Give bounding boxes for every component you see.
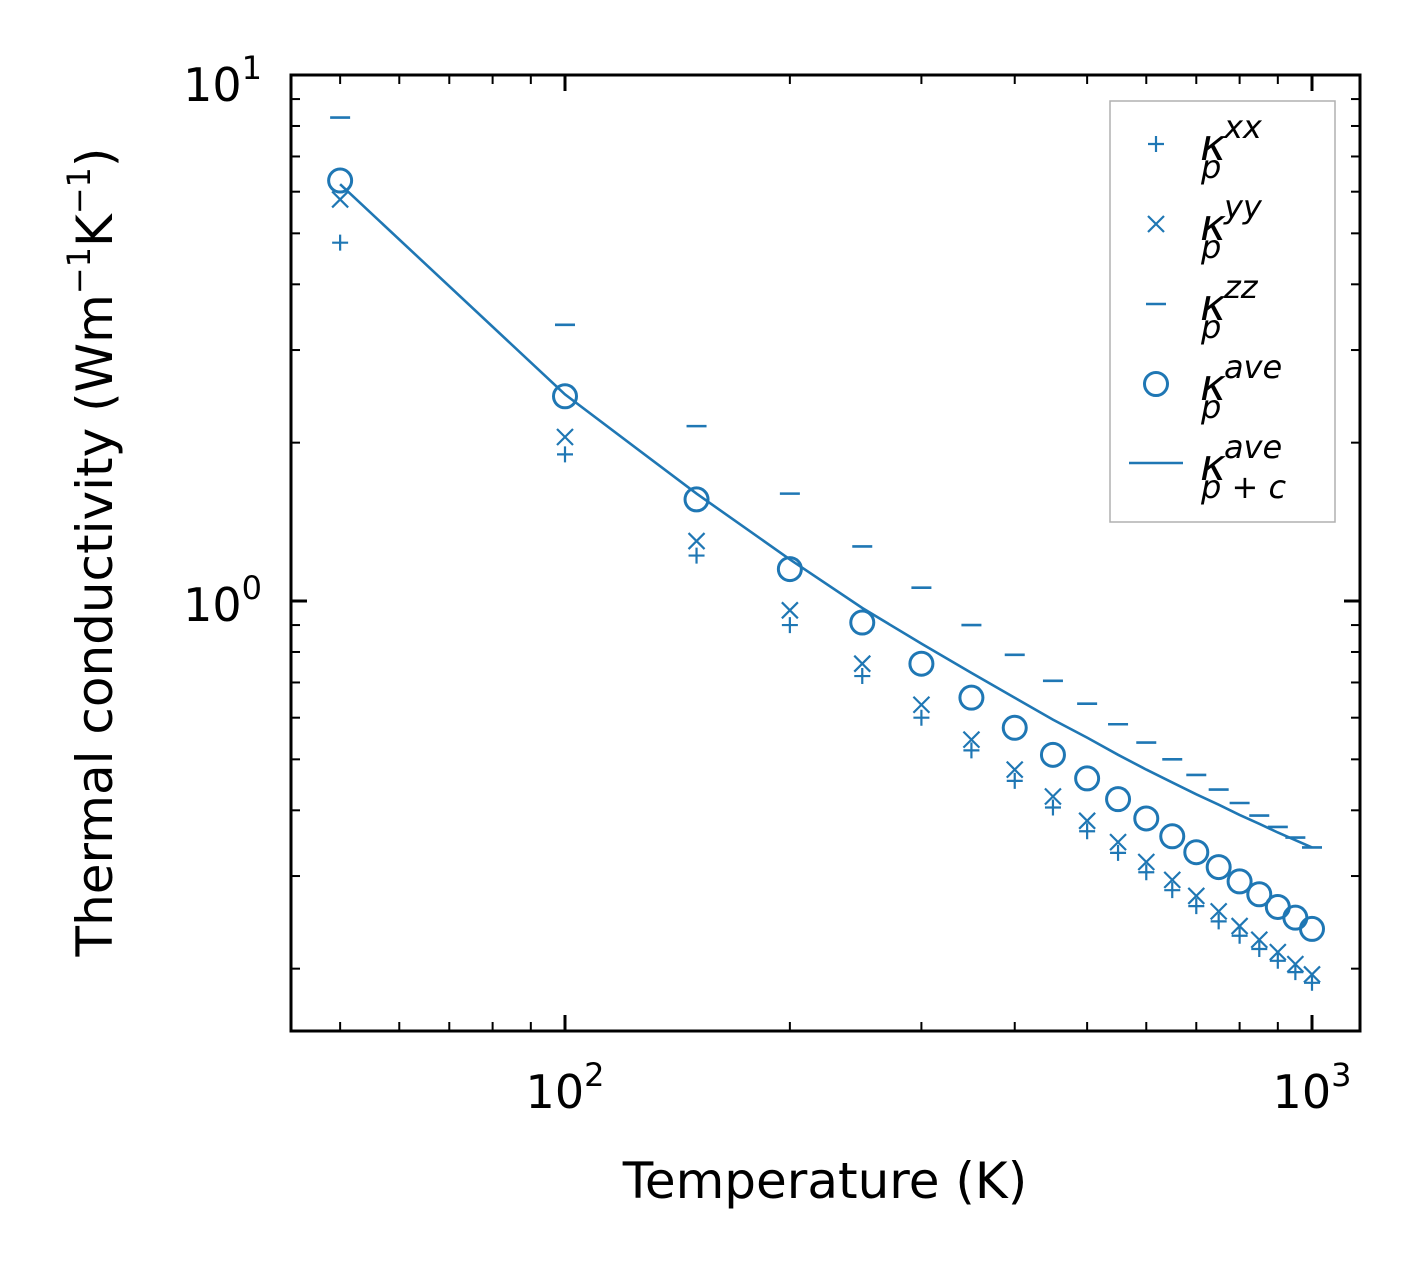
data-point-kappa_p_ave xyxy=(776,556,803,583)
x-tick-label-1000: 103 xyxy=(1273,1056,1352,1119)
data-point-kappa_p_ave xyxy=(1246,881,1273,908)
data-point-kappa_p_ave xyxy=(552,383,578,410)
data-point-kappa_p_yy xyxy=(1005,760,1024,779)
y-axis-label: Thermal conductivity (Wm−1K−1) xyxy=(60,148,124,958)
data-point-kappa_p_xx xyxy=(781,617,798,634)
data-point-kappa_p_ave xyxy=(1039,741,1066,768)
data-point-kappa_p_ave xyxy=(958,684,985,711)
data-point-kappa_p_ave xyxy=(1105,786,1132,813)
legend-sub-kappa-pc-ave: p + c xyxy=(1200,468,1286,506)
data-point-kappa_p_yy xyxy=(1044,787,1062,806)
data-point-kappa_p_yy xyxy=(1187,887,1206,905)
series-line-kappa_pc_ave xyxy=(339,183,1313,849)
data-point-kappa_p_yy xyxy=(912,695,931,714)
data-point-kappa_p_yy xyxy=(1109,833,1127,851)
data-point-kappa_p_ave xyxy=(1001,714,1028,741)
legend-box xyxy=(1109,100,1336,523)
data-point-kappa_p_yy xyxy=(1137,853,1156,871)
legend-label-kappa-pc-ave: κave xyxy=(1200,428,1282,491)
data-point-kappa_p_xx xyxy=(854,668,871,685)
data-point-kappa_p_ave xyxy=(683,486,710,513)
data-point-kappa_p_xx xyxy=(1164,882,1181,899)
legend-label-kappa-yy: κyy xyxy=(1200,188,1263,251)
data-point-kappa_p_xx xyxy=(1304,974,1320,991)
legend-marker-kappa_p_xx xyxy=(1148,136,1164,152)
legend-marker-kappa_p_yy xyxy=(1147,215,1165,233)
data-point-kappa_p_xx xyxy=(1210,913,1227,930)
data-point-kappa_p_xx xyxy=(1287,964,1304,981)
data-point-kappa_p_ave xyxy=(1282,904,1309,931)
data-point-kappa_p_ave xyxy=(1226,868,1253,895)
data-point-kappa_p_xx xyxy=(1251,940,1268,957)
data-point-kappa_p_xx xyxy=(1269,952,1286,969)
data-point-kappa_p_yy xyxy=(1286,955,1305,973)
data-point-kappa_p_ave xyxy=(1299,915,1325,942)
data-point-kappa_p_ave xyxy=(1264,893,1291,920)
data-point-kappa_p_yy xyxy=(687,532,706,550)
data-point-kappa_p_xx xyxy=(332,234,349,251)
data-point-kappa_p_yy xyxy=(781,601,799,620)
data-point-kappa_p_yy xyxy=(962,730,981,749)
x-axis-label: Temperature (K) xyxy=(622,1152,1027,1210)
data-point-kappa_p_ave xyxy=(849,609,876,636)
legend-label-kappa-ave: κave xyxy=(1200,348,1282,411)
data-point-kappa_p_ave xyxy=(1183,839,1210,866)
data-point-kappa_p_xx xyxy=(963,742,980,759)
legend-markers xyxy=(1129,136,1183,465)
legend: κxx p κyy p κzz p κave p κave p + c xyxy=(1109,100,1336,523)
legend-sub-kappa-ave: p xyxy=(1200,388,1221,426)
x-tick-label-100: 102 xyxy=(526,1056,605,1119)
data-point-kappa_p_yy xyxy=(853,654,872,673)
data-point-kappa_p_xx xyxy=(913,709,930,726)
data-point-kappa_p_yy xyxy=(1269,943,1287,961)
data-point-kappa_p_ave xyxy=(1159,823,1186,850)
data-point-kappa_p_xx xyxy=(1044,799,1061,816)
data-point-kappa_p_yy xyxy=(1250,930,1269,949)
data-point-kappa_p_xx xyxy=(1079,823,1096,840)
data-point-kappa_p_yy xyxy=(1163,871,1182,889)
data-point-kappa_p_xx xyxy=(688,547,705,564)
data-point-kappa_p_yy xyxy=(1303,965,1321,984)
data-point-kappa_p_xx xyxy=(1006,772,1023,789)
legend-sub-kappa-zz: p xyxy=(1200,308,1221,346)
data-point-kappa_p_yy xyxy=(331,190,349,209)
data-point-kappa_p_ave xyxy=(1133,805,1160,832)
y-tick-label-10: 101 xyxy=(183,49,262,112)
data-point-kappa_p_xx xyxy=(1138,864,1155,881)
y-tick-label-1: 100 xyxy=(183,569,262,632)
data-point-kappa_p_ave xyxy=(1074,765,1101,792)
data-point-kappa_p_yy xyxy=(1209,902,1228,921)
axes-frame xyxy=(289,73,1362,1033)
data-point-kappa_p_xx xyxy=(1110,844,1127,861)
data-point-kappa_p_ave xyxy=(1205,854,1232,881)
data-point-kappa_p_yy xyxy=(556,428,574,446)
legend-label-kappa-zz: κzz xyxy=(1200,268,1259,331)
legend-sub-kappa-xx: p xyxy=(1200,148,1221,186)
legend-label-kappa-xx: κxx xyxy=(1200,108,1263,171)
data-point-kappa_p_xx xyxy=(1231,927,1248,944)
data-point-kappa_p_yy xyxy=(1078,812,1096,830)
legend-sub-kappa-yy: p xyxy=(1200,228,1221,266)
data-point-kappa_p_yy xyxy=(1230,917,1249,935)
data-point-kappa_p_ave xyxy=(327,167,354,194)
data-point-kappa_p_xx xyxy=(1188,898,1205,915)
data-point-kappa_p_ave xyxy=(908,650,935,677)
legend-marker-kappa_p_ave xyxy=(1143,371,1169,397)
data-point-kappa_p_xx xyxy=(557,446,573,463)
plot-area xyxy=(327,116,1325,991)
